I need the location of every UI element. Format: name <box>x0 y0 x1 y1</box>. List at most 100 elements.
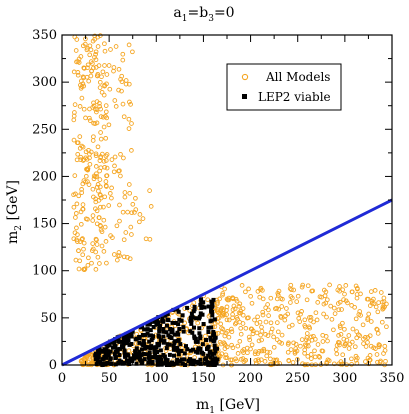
data-point-lep2-viable <box>165 342 170 347</box>
data-point-lep2-viable <box>170 327 175 332</box>
data-point-lep2-viable <box>148 328 153 333</box>
data-point-lep2-viable <box>155 354 160 359</box>
data-point-all-models <box>90 218 96 223</box>
data-point-all-models <box>103 135 109 141</box>
data-point-all-models <box>224 344 230 350</box>
data-point-lep2-viable <box>192 325 196 330</box>
data-point-lep2-viable <box>210 302 215 307</box>
data-point-lep2-viable <box>137 340 142 345</box>
data-point-lep2-viable <box>107 343 112 348</box>
data-point-all-models <box>274 320 280 325</box>
data-point-lep2-viable <box>212 317 217 322</box>
data-point-all-models <box>103 153 109 159</box>
data-point-all-models <box>129 148 134 153</box>
data-point-all-models <box>102 224 108 230</box>
legend-box <box>226 63 342 111</box>
data-point-all-models <box>127 99 132 105</box>
data-point-all-models <box>367 303 373 308</box>
data-point-lep2-viable <box>146 360 151 365</box>
data-point-all-models <box>376 344 382 350</box>
data-point-all-models <box>271 344 277 350</box>
data-point-lep2-viable <box>170 320 175 325</box>
data-point-all-models <box>77 239 83 244</box>
data-point-all-models <box>243 325 249 331</box>
data-point-all-models <box>226 317 232 323</box>
data-point-all-models <box>98 114 104 119</box>
data-point-all-models <box>93 164 99 169</box>
data-point-all-models <box>265 333 271 338</box>
data-point-all-models <box>382 343 388 349</box>
data-point-lep2-viable <box>172 332 177 337</box>
data-point-all-models <box>283 313 288 319</box>
data-point-lep2-viable <box>193 360 198 365</box>
data-point-all-models <box>297 319 303 324</box>
data-point-all-models <box>113 104 119 109</box>
data-point-lep2-viable <box>113 349 118 354</box>
data-point-lep2-viable <box>182 351 187 356</box>
data-point-lep2-viable <box>133 349 138 354</box>
data-point-all-models <box>103 103 109 108</box>
data-point-all-models <box>109 185 114 191</box>
data-point-all-models <box>247 337 253 343</box>
data-point-all-models <box>80 202 86 207</box>
data-point-lep2-viable <box>171 347 176 352</box>
data-point-all-models <box>102 194 108 200</box>
data-point-lep2-viable <box>204 338 208 342</box>
data-point-lep2-viable <box>208 335 213 340</box>
data-point-lep2-viable <box>182 357 187 362</box>
data-point-lep2-viable <box>152 348 157 353</box>
data-point-all-models <box>82 267 87 273</box>
data-point-all-models <box>321 287 327 293</box>
data-point-all-models <box>102 164 108 170</box>
data-point-all-models <box>374 326 380 332</box>
data-point-all-models <box>256 359 262 364</box>
data-point-lep2-viable <box>206 304 211 309</box>
x-tick-label: 250 <box>285 371 310 386</box>
data-point-all-models <box>263 319 269 325</box>
data-point-all-models <box>121 155 126 161</box>
data-point-all-models <box>223 352 229 358</box>
data-point-all-models <box>81 178 87 183</box>
data-point-all-models <box>323 334 329 339</box>
data-point-lep2-viable <box>175 338 180 343</box>
data-point-all-models <box>91 65 96 71</box>
data-point-all-models <box>104 165 110 171</box>
data-point-all-models <box>363 344 369 349</box>
data-point-all-models <box>123 230 129 235</box>
data-point-lep2-viable <box>203 356 208 361</box>
data-point-lep2-viable <box>208 337 213 342</box>
data-point-all-models <box>97 104 102 109</box>
data-point-lep2-viable <box>199 304 204 309</box>
data-point-all-models <box>129 210 135 216</box>
data-point-lep2-viable <box>197 326 202 331</box>
data-point-all-models <box>320 339 326 344</box>
data-point-all-models <box>85 262 91 268</box>
data-point-all-models <box>111 252 117 257</box>
data-point-lep2-viable <box>165 323 169 328</box>
data-point-all-models <box>99 74 104 80</box>
data-point-all-models <box>308 315 314 320</box>
data-point-all-models <box>302 324 308 330</box>
data-point-all-models <box>81 106 87 112</box>
data-point-all-models <box>302 317 308 323</box>
data-point-all-models <box>125 209 130 215</box>
data-point-lep2-viable <box>161 329 166 334</box>
data-point-all-models <box>279 304 285 309</box>
data-point-all-models <box>73 191 78 197</box>
data-point-lep2-viable <box>127 362 132 366</box>
data-point-all-models <box>224 312 229 317</box>
data-point-all-models <box>300 282 306 288</box>
data-point-all-models <box>258 332 263 338</box>
data-point-all-models <box>268 320 274 326</box>
data-point-all-models <box>84 166 89 172</box>
data-point-all-models <box>291 287 297 293</box>
data-point-lep2-viable <box>192 307 197 312</box>
data-point-all-models <box>99 243 105 249</box>
data-point-all-models <box>98 130 103 135</box>
data-point-all-models <box>102 63 107 68</box>
data-point-all-models <box>238 331 244 337</box>
data-point-all-models <box>343 283 349 288</box>
data-point-all-models <box>226 297 232 303</box>
data-point-all-models <box>219 329 225 335</box>
data-point-lep2-viable <box>150 360 155 365</box>
